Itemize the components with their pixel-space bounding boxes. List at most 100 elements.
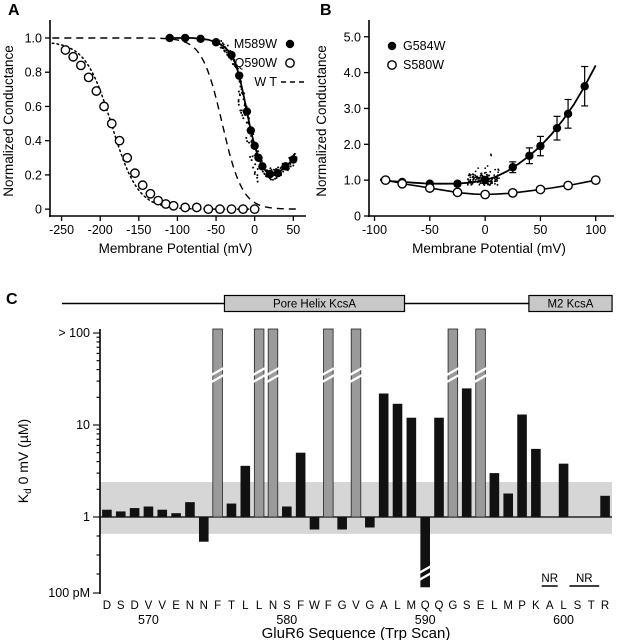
raw-data-dot (256, 174, 259, 177)
bar-N573 (185, 502, 195, 517)
x-tick-label: 0 (482, 223, 489, 237)
bar-offscale-V585 (350, 328, 362, 518)
raw-data-dot (249, 155, 252, 158)
m589w-data-point (258, 162, 267, 171)
sequence-letter-577: L (242, 600, 249, 612)
raw-data-dot (239, 85, 242, 88)
sequence-letter-567: D (103, 600, 111, 612)
panel-b-label: B (320, 2, 332, 19)
raw-data-dot (239, 81, 242, 84)
panel-a-label: A (8, 2, 20, 19)
raw-data-dot (271, 178, 274, 181)
raw-data-dot (245, 136, 248, 139)
y-tick-label: 0.2 (25, 168, 42, 182)
sequence-letter-589: M (407, 600, 417, 612)
raw-data-dot (237, 90, 240, 93)
bar-S593 (461, 388, 472, 517)
legend-open-circle-icon (387, 60, 397, 70)
raw-data-dot (222, 43, 225, 46)
legend-filled-circle-icon (387, 41, 397, 51)
raw-data-dot (254, 163, 257, 166)
raw-data-dot (242, 117, 245, 120)
raw-data-dot (476, 178, 478, 180)
raw-data-dot (476, 175, 479, 178)
sequence-letter-579: N (269, 600, 277, 612)
sequence-letter-585: V (352, 600, 360, 612)
schematic-box (528, 294, 613, 313)
raw-data-dot (484, 167, 487, 170)
sequence-letter-574: N (200, 600, 208, 612)
bar-offscale-L578 (253, 328, 265, 518)
bar-E572 (171, 513, 181, 517)
bar-offscale-G592 (447, 328, 459, 518)
raw-data-dot (289, 163, 292, 166)
sequence-letter-581: F (297, 600, 304, 612)
raw-data-dot (498, 177, 500, 180)
sequence-letter-600: L (560, 600, 567, 612)
g584w-data-point (552, 123, 562, 133)
panel-a-conductance-chart: -250 -200 -150 -100 -50 0 50 0 0.2 0.4 0.6 0.8 1.0 Me… (1, 20, 306, 256)
raw-data-dot (469, 173, 472, 176)
bar-P597 (517, 414, 527, 517)
raw-data-dot (489, 170, 492, 173)
q590w-data-point (68, 51, 79, 62)
raw-data-dot (256, 167, 259, 170)
raw-data-dot (241, 114, 244, 117)
y-tick-label: 0.8 (25, 66, 42, 80)
q590w-data-point (160, 199, 171, 209)
bar-F581 (295, 452, 306, 517)
raw-data-dot (252, 166, 255, 169)
sequence-letter-569: D (130, 600, 138, 612)
sequence-letter-573: N (186, 600, 194, 612)
raw-data-dot (234, 66, 237, 69)
g584w-data-point (453, 179, 462, 188)
raw-data-dot (486, 165, 489, 167)
axis-break-mark (349, 366, 363, 377)
raw-data-dot (479, 182, 482, 184)
raw-data-dot (222, 47, 225, 50)
raw-data-dot (467, 178, 469, 180)
raw-data-dot (238, 94, 241, 97)
y-tick-label: 0.4 (25, 134, 42, 148)
s580w-data-point (424, 183, 435, 193)
raw-data-dot (483, 172, 486, 174)
axis-break-mark (252, 373, 266, 384)
y-tick-label: 0 (354, 210, 361, 224)
axis-break-mark (418, 564, 432, 575)
m589w-data-point (235, 71, 244, 80)
q590w-data-point (168, 200, 179, 211)
bar-D569 (129, 508, 140, 517)
y-tick-label: 3.0 (344, 102, 361, 116)
raw-data-dot (469, 178, 472, 181)
m589w-data-point (211, 38, 221, 47)
q590w-data-point (249, 204, 260, 215)
g584w-data-point (580, 82, 589, 91)
raw-data-dot (497, 171, 500, 174)
y-axis-title: Kd 0 mV (µM) (15, 419, 34, 503)
x-tick-label: 50 (533, 223, 547, 237)
raw-data-dot (253, 171, 256, 174)
g584w-data-point (525, 151, 534, 160)
legend-label: Q590W (235, 56, 278, 70)
m589w-data-point (289, 155, 298, 164)
s580w-data-point (380, 175, 391, 186)
raw-data-dot (269, 178, 272, 181)
s580w-data-point (480, 189, 491, 200)
x-tick-label: -200 (88, 223, 113, 237)
legend-label: G584W (403, 39, 446, 53)
q590w-data-point (215, 204, 225, 215)
m589w-data-point (281, 162, 290, 171)
raw-data-dot (472, 179, 475, 181)
q590w-data-point (180, 202, 191, 213)
m589w-data-point (180, 33, 190, 43)
x-axis-title: Membrane Potential (mV) (412, 241, 566, 256)
raw-data-dot (495, 180, 497, 183)
nr-label: NR (541, 573, 558, 585)
raw-data-dot (477, 180, 480, 183)
raw-data-dot (269, 167, 272, 170)
axis-break-mark (210, 373, 225, 384)
bar-Q591 (434, 417, 444, 517)
raw-data-dot (233, 58, 236, 61)
bar-D567 (102, 509, 112, 517)
